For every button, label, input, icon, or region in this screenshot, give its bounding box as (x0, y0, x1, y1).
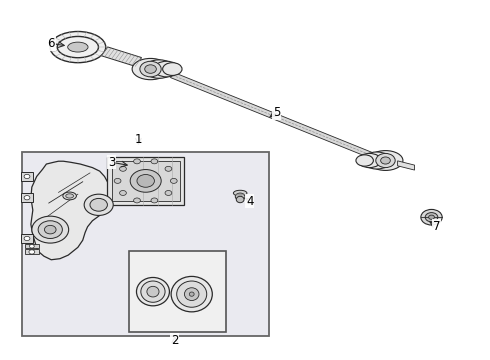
Bar (21, 234, 33, 243)
Ellipse shape (177, 281, 207, 307)
Ellipse shape (50, 31, 106, 63)
Ellipse shape (132, 58, 169, 80)
Circle shape (24, 174, 30, 179)
Circle shape (151, 159, 158, 164)
Circle shape (24, 237, 30, 240)
Ellipse shape (141, 281, 165, 302)
Bar (22, 152, 269, 336)
Ellipse shape (147, 286, 159, 297)
Ellipse shape (368, 150, 403, 170)
Ellipse shape (144, 60, 175, 78)
Circle shape (145, 65, 156, 73)
Ellipse shape (356, 155, 373, 166)
Polygon shape (171, 73, 373, 158)
Text: 6: 6 (48, 37, 55, 50)
Circle shape (171, 179, 177, 183)
Circle shape (381, 157, 391, 164)
Bar (24, 244, 39, 248)
Text: 7: 7 (433, 220, 440, 233)
Ellipse shape (154, 61, 179, 77)
Polygon shape (31, 161, 109, 260)
Circle shape (114, 179, 121, 183)
Bar (24, 249, 39, 255)
Ellipse shape (137, 278, 170, 306)
Circle shape (376, 153, 395, 168)
Circle shape (29, 244, 34, 248)
Circle shape (421, 210, 442, 225)
Ellipse shape (358, 153, 381, 168)
Circle shape (165, 166, 172, 171)
Polygon shape (397, 161, 415, 170)
Text: 2: 2 (171, 334, 178, 347)
Ellipse shape (68, 42, 88, 52)
Circle shape (120, 190, 126, 195)
Ellipse shape (233, 190, 247, 196)
Text: 1: 1 (135, 133, 142, 146)
Text: 4: 4 (246, 195, 254, 208)
Polygon shape (101, 47, 142, 66)
Circle shape (24, 195, 30, 200)
Circle shape (429, 215, 435, 219)
Circle shape (130, 170, 161, 192)
Text: 5: 5 (273, 106, 280, 119)
Ellipse shape (63, 192, 76, 200)
Ellipse shape (236, 196, 244, 203)
Circle shape (38, 221, 62, 238)
Circle shape (165, 190, 172, 195)
Circle shape (137, 175, 154, 187)
Bar (129, 251, 225, 332)
Ellipse shape (235, 193, 245, 200)
Ellipse shape (171, 276, 212, 312)
Text: 3: 3 (108, 156, 116, 169)
Bar (107, 157, 184, 205)
Circle shape (425, 213, 438, 222)
Ellipse shape (163, 63, 182, 76)
Bar (21, 193, 33, 202)
Circle shape (140, 61, 161, 77)
Circle shape (32, 216, 69, 243)
Circle shape (29, 250, 35, 254)
Circle shape (45, 225, 56, 234)
Ellipse shape (57, 36, 98, 58)
Circle shape (151, 198, 158, 203)
Circle shape (134, 198, 141, 203)
Circle shape (134, 159, 141, 164)
Bar (112, 161, 180, 201)
Circle shape (84, 194, 113, 215)
Ellipse shape (362, 152, 392, 169)
Ellipse shape (189, 292, 194, 296)
Circle shape (90, 198, 107, 211)
Ellipse shape (66, 194, 74, 198)
Bar (21, 172, 33, 181)
Circle shape (120, 166, 126, 171)
Ellipse shape (184, 288, 199, 301)
